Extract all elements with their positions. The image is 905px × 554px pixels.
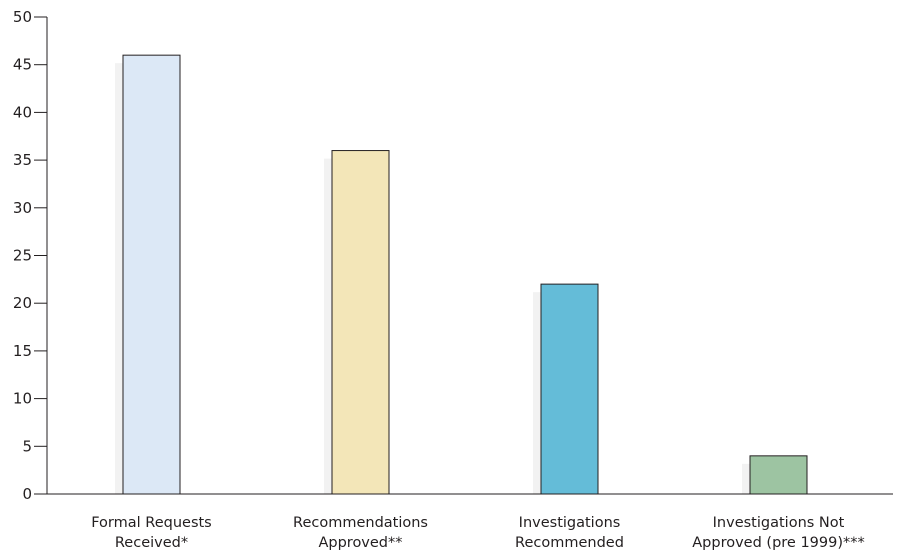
bar bbox=[331, 150, 390, 495]
bar bbox=[749, 455, 808, 495]
y-tick-label: 10 bbox=[13, 390, 32, 408]
x-category-label: Investigations Not Approved (pre 1999)*** bbox=[692, 515, 865, 551]
bars bbox=[115, 54, 808, 495]
y-tick-label: 30 bbox=[13, 199, 32, 217]
y-tick-label: 5 bbox=[22, 437, 32, 455]
bar bbox=[540, 283, 599, 495]
y-tick-label: 45 bbox=[13, 56, 32, 74]
y-tick-label: 0 bbox=[22, 485, 32, 503]
y-tick-label: 35 bbox=[13, 151, 32, 169]
category-labels: Formal Requests Received* Recommendations A… bbox=[91, 515, 865, 551]
y-tick-label: 50 bbox=[13, 8, 32, 26]
y-axis: 0 5 10 15 20 25 30 35 40 45 50 bbox=[13, 8, 48, 503]
x-category-label: Formal Requests Received* bbox=[91, 515, 212, 551]
x-category-label: Recommendations Approved** bbox=[293, 515, 428, 551]
y-tick-label: 25 bbox=[13, 247, 32, 265]
x-category-label: Investigations Recommended bbox=[515, 515, 624, 551]
y-tick-label: 20 bbox=[13, 294, 32, 312]
bar bbox=[122, 54, 181, 495]
y-tick-label: 40 bbox=[13, 103, 32, 121]
y-tick-label: 15 bbox=[13, 342, 32, 360]
